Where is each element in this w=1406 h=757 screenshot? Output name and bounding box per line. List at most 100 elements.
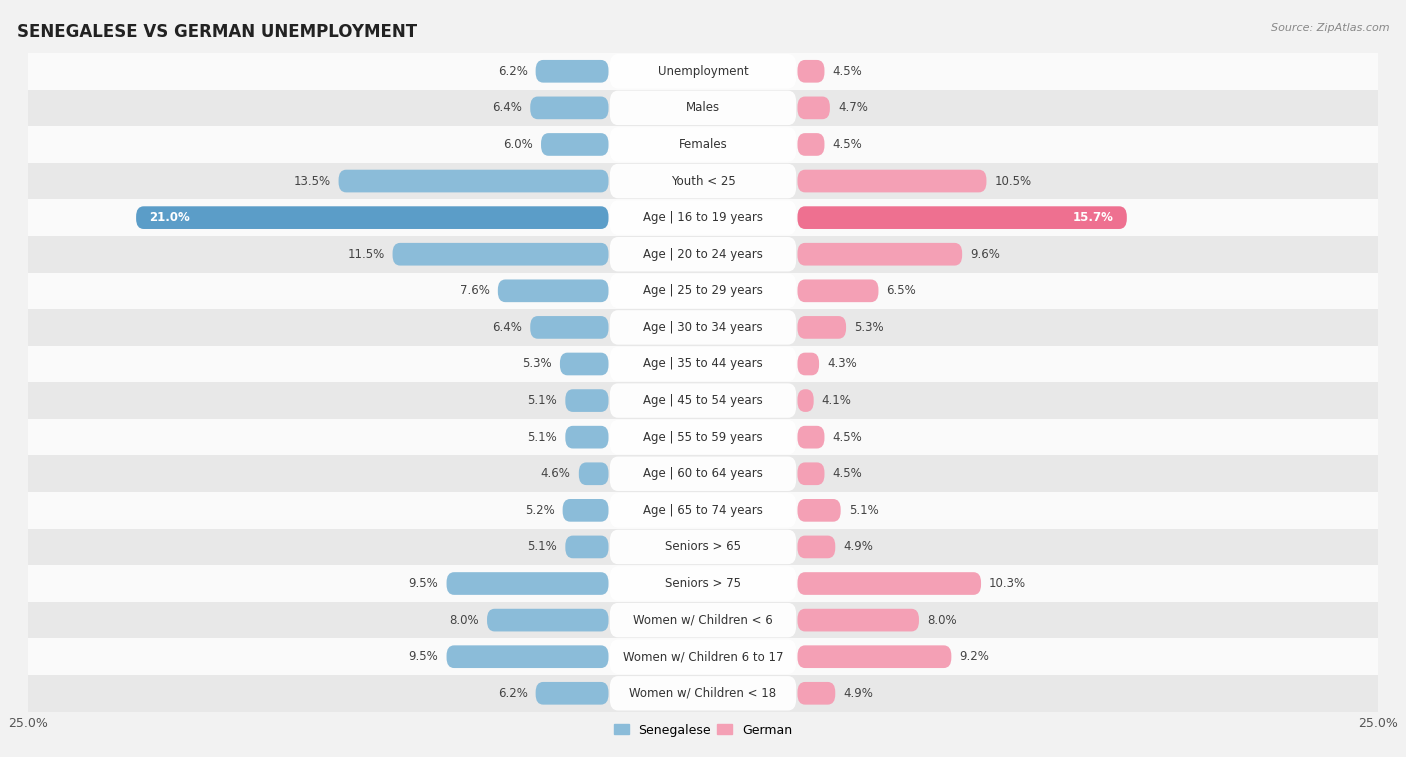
Text: 4.9%: 4.9%: [844, 540, 873, 553]
Text: 6.2%: 6.2%: [498, 65, 527, 78]
FancyBboxPatch shape: [610, 347, 796, 382]
Text: 11.5%: 11.5%: [347, 248, 384, 260]
Text: Males: Males: [686, 101, 720, 114]
Text: Seniors > 75: Seniors > 75: [665, 577, 741, 590]
FancyBboxPatch shape: [797, 207, 1126, 229]
FancyBboxPatch shape: [610, 530, 796, 564]
Bar: [28, 126, 1378, 163]
FancyBboxPatch shape: [486, 609, 609, 631]
FancyBboxPatch shape: [339, 170, 609, 192]
Text: Age | 65 to 74 years: Age | 65 to 74 years: [643, 504, 763, 517]
FancyBboxPatch shape: [610, 91, 796, 125]
Text: Source: ZipAtlas.com: Source: ZipAtlas.com: [1271, 23, 1389, 33]
Bar: [28, 346, 1378, 382]
FancyBboxPatch shape: [797, 426, 824, 448]
FancyBboxPatch shape: [610, 603, 796, 637]
Text: Females: Females: [679, 138, 727, 151]
FancyBboxPatch shape: [797, 353, 820, 375]
FancyBboxPatch shape: [136, 207, 609, 229]
Text: 4.5%: 4.5%: [832, 65, 862, 78]
FancyBboxPatch shape: [610, 54, 796, 89]
Text: 15.7%: 15.7%: [1073, 211, 1114, 224]
Text: 5.1%: 5.1%: [527, 431, 557, 444]
FancyBboxPatch shape: [565, 426, 609, 448]
Text: 10.3%: 10.3%: [990, 577, 1026, 590]
Text: Age | 20 to 24 years: Age | 20 to 24 years: [643, 248, 763, 260]
Text: Age | 35 to 44 years: Age | 35 to 44 years: [643, 357, 763, 370]
FancyBboxPatch shape: [579, 463, 609, 485]
Bar: [28, 565, 1378, 602]
Bar: [28, 309, 1378, 346]
Text: 8.0%: 8.0%: [927, 614, 956, 627]
FancyBboxPatch shape: [447, 572, 609, 595]
Text: 7.6%: 7.6%: [460, 285, 489, 298]
Text: Women w/ Children < 6: Women w/ Children < 6: [633, 614, 773, 627]
Text: Age | 45 to 54 years: Age | 45 to 54 years: [643, 394, 763, 407]
Bar: [28, 419, 1378, 456]
Bar: [28, 675, 1378, 712]
FancyBboxPatch shape: [610, 383, 796, 418]
Text: 4.6%: 4.6%: [541, 467, 571, 480]
FancyBboxPatch shape: [797, 572, 981, 595]
Text: 9.5%: 9.5%: [409, 577, 439, 590]
Bar: [28, 382, 1378, 419]
Text: Unemployment: Unemployment: [658, 65, 748, 78]
FancyBboxPatch shape: [560, 353, 609, 375]
Text: 9.6%: 9.6%: [970, 248, 1000, 260]
Text: 6.5%: 6.5%: [887, 285, 917, 298]
Text: Age | 60 to 64 years: Age | 60 to 64 years: [643, 467, 763, 480]
Text: 8.0%: 8.0%: [450, 614, 479, 627]
Text: 5.2%: 5.2%: [524, 504, 554, 517]
FancyBboxPatch shape: [541, 133, 609, 156]
FancyBboxPatch shape: [797, 97, 830, 119]
FancyBboxPatch shape: [610, 420, 796, 454]
Text: 21.0%: 21.0%: [149, 211, 190, 224]
FancyBboxPatch shape: [610, 237, 796, 272]
FancyBboxPatch shape: [562, 499, 609, 522]
FancyBboxPatch shape: [797, 170, 987, 192]
Text: Age | 16 to 19 years: Age | 16 to 19 years: [643, 211, 763, 224]
FancyBboxPatch shape: [498, 279, 609, 302]
FancyBboxPatch shape: [565, 389, 609, 412]
FancyBboxPatch shape: [797, 536, 835, 558]
Text: 9.5%: 9.5%: [409, 650, 439, 663]
FancyBboxPatch shape: [530, 316, 609, 338]
FancyBboxPatch shape: [610, 566, 796, 601]
Text: Youth < 25: Youth < 25: [671, 175, 735, 188]
Legend: Senegalese, German: Senegalese, German: [609, 718, 797, 742]
FancyBboxPatch shape: [797, 682, 835, 705]
FancyBboxPatch shape: [797, 60, 824, 83]
FancyBboxPatch shape: [797, 389, 814, 412]
FancyBboxPatch shape: [392, 243, 609, 266]
Bar: [28, 602, 1378, 638]
Text: 4.1%: 4.1%: [821, 394, 852, 407]
Text: Women w/ Children 6 to 17: Women w/ Children 6 to 17: [623, 650, 783, 663]
FancyBboxPatch shape: [797, 133, 824, 156]
Text: 4.5%: 4.5%: [832, 467, 862, 480]
FancyBboxPatch shape: [797, 463, 824, 485]
Bar: [28, 456, 1378, 492]
Bar: [28, 89, 1378, 126]
FancyBboxPatch shape: [797, 646, 952, 668]
Text: 9.2%: 9.2%: [959, 650, 990, 663]
Text: 4.7%: 4.7%: [838, 101, 868, 114]
Text: Women w/ Children < 18: Women w/ Children < 18: [630, 687, 776, 699]
Text: 5.1%: 5.1%: [527, 394, 557, 407]
Bar: [28, 199, 1378, 236]
Text: 6.0%: 6.0%: [503, 138, 533, 151]
Text: 6.4%: 6.4%: [492, 321, 522, 334]
Text: 6.2%: 6.2%: [498, 687, 527, 699]
FancyBboxPatch shape: [610, 164, 796, 198]
FancyBboxPatch shape: [536, 60, 609, 83]
Text: 4.5%: 4.5%: [832, 138, 862, 151]
FancyBboxPatch shape: [610, 127, 796, 162]
Text: 13.5%: 13.5%: [294, 175, 330, 188]
Text: 5.3%: 5.3%: [855, 321, 884, 334]
FancyBboxPatch shape: [610, 201, 796, 235]
Text: Seniors > 65: Seniors > 65: [665, 540, 741, 553]
Text: 10.5%: 10.5%: [994, 175, 1032, 188]
Bar: [28, 236, 1378, 273]
FancyBboxPatch shape: [610, 493, 796, 528]
FancyBboxPatch shape: [610, 640, 796, 674]
Text: 4.9%: 4.9%: [844, 687, 873, 699]
